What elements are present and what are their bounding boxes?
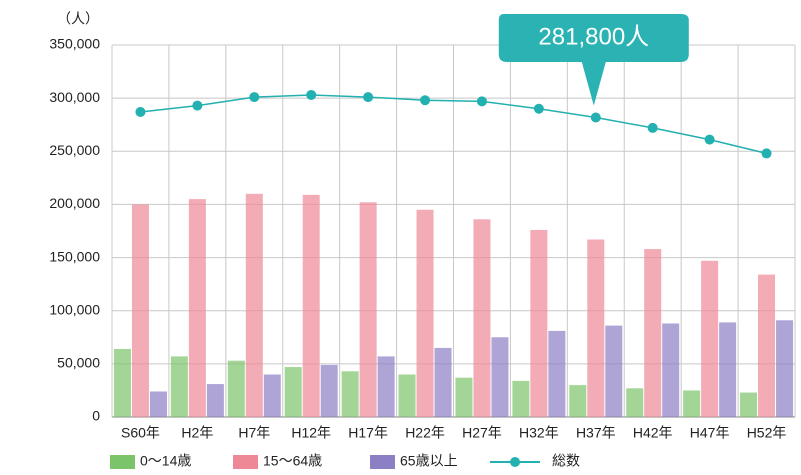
bar (473, 219, 491, 417)
x-tick-label: H7年 (238, 425, 270, 441)
line-point (135, 106, 146, 117)
bar (131, 204, 149, 417)
bar (416, 209, 434, 417)
line-point (363, 92, 374, 103)
line-point (533, 103, 544, 114)
line-point (249, 92, 260, 103)
callout-text: 281,800人 (538, 23, 649, 50)
bar (701, 260, 719, 417)
legend-label: 65歳以上 (400, 453, 458, 469)
line-point (306, 89, 317, 100)
line-point (476, 96, 487, 107)
bar (605, 325, 623, 417)
x-tick-label: H17年 (348, 425, 388, 441)
line (140, 94, 767, 155)
legend-label: 15〜64歳 (263, 453, 322, 469)
bar (302, 194, 320, 417)
line-point (590, 112, 601, 123)
y-tick-label: 350,000 (49, 36, 100, 52)
line-point (761, 148, 772, 159)
bar (587, 239, 605, 417)
bar (530, 229, 548, 417)
y-tick-label: 0 (92, 408, 100, 424)
bar (227, 360, 245, 417)
bar (149, 391, 167, 417)
x-tick-label: H32年 (519, 425, 559, 441)
x-tick-label: H37年 (576, 425, 616, 441)
legend-label: 総数 (552, 453, 580, 469)
bar (359, 202, 377, 417)
bar (398, 374, 416, 417)
x-tick-label: S60年 (121, 425, 160, 441)
legend-swatch (233, 455, 258, 469)
x-tick-label: H42年 (633, 425, 673, 441)
bar (644, 249, 662, 417)
bar (113, 348, 131, 417)
x-tick-label: H27年 (462, 425, 502, 441)
x-tick-label: H52年 (747, 425, 787, 441)
bar (626, 388, 644, 417)
line-point (420, 95, 431, 106)
bar (719, 322, 737, 417)
bar (776, 320, 794, 417)
x-tick-label: H2年 (181, 425, 213, 441)
y-tick-label: 100,000 (49, 301, 100, 317)
line-point (647, 122, 658, 133)
y-tick-label: 300,000 (49, 89, 100, 105)
bar (662, 323, 680, 417)
callout-bubble (498, 14, 689, 106)
line-point (704, 134, 715, 145)
x-tick-label: H12年 (291, 425, 331, 441)
y-tick-label: 50,000 (57, 355, 100, 371)
bar (245, 193, 263, 417)
y-tick-label: 250,000 (49, 142, 100, 158)
y-tick-label: 150,000 (49, 248, 100, 264)
bar (377, 356, 395, 417)
legend-swatch (370, 455, 395, 469)
y-unit-label: （人） (57, 11, 99, 27)
x-tick-label: H47年 (690, 425, 730, 441)
legend-swatch (110, 455, 135, 469)
bar (491, 337, 509, 417)
bar (434, 347, 452, 417)
legend-dot (510, 457, 520, 467)
line-point (192, 100, 203, 111)
bar (284, 367, 302, 417)
bar (455, 377, 473, 417)
y-tick-label: 200,000 (49, 195, 100, 211)
bar (206, 384, 224, 417)
legend-label: 0〜14歳 (140, 453, 191, 469)
bar (188, 199, 206, 417)
bar (263, 374, 281, 417)
bar (683, 390, 701, 417)
bar (758, 274, 776, 417)
x-tick-label: H22年 (405, 425, 445, 441)
bar (548, 330, 566, 417)
bar (341, 371, 359, 417)
bar (740, 392, 758, 417)
bar (512, 380, 530, 417)
bar (569, 385, 587, 417)
bar (320, 364, 338, 417)
bar (170, 356, 188, 417)
